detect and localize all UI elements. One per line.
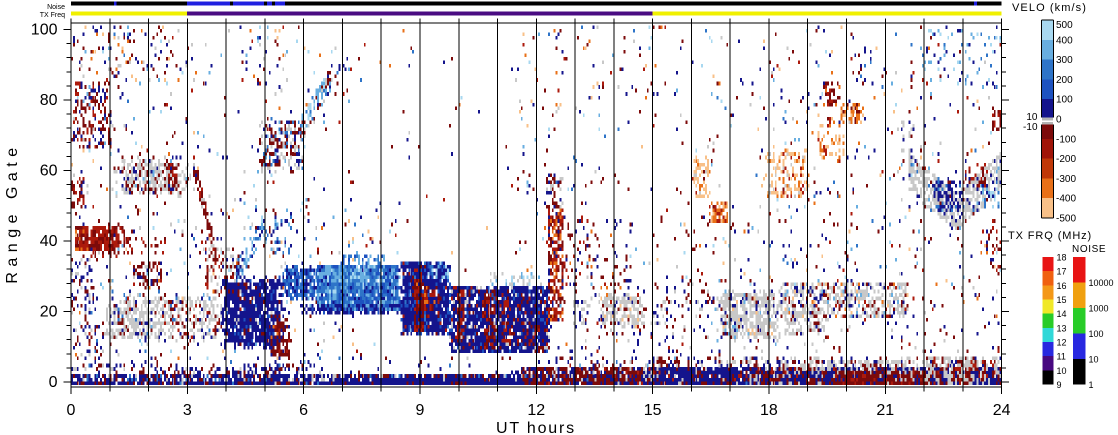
svg-text:1000: 1000 bbox=[1089, 304, 1109, 314]
svg-text:TX FRQ (MHz): TX FRQ (MHz) bbox=[1008, 230, 1092, 242]
svg-text:24: 24 bbox=[993, 402, 1011, 419]
svg-text:11: 11 bbox=[1057, 352, 1066, 362]
svg-text:Range Gate: Range Gate bbox=[4, 142, 21, 283]
svg-text:0: 0 bbox=[49, 374, 58, 391]
svg-text:16: 16 bbox=[1057, 281, 1067, 291]
svg-text:60: 60 bbox=[40, 163, 58, 180]
svg-text:-100: -100 bbox=[1056, 134, 1076, 145]
svg-text:100: 100 bbox=[1056, 95, 1073, 106]
svg-text:-200: -200 bbox=[1056, 154, 1076, 165]
svg-text:10000: 10000 bbox=[1089, 278, 1114, 288]
svg-text:-400: -400 bbox=[1056, 194, 1076, 205]
svg-text:21: 21 bbox=[876, 402, 894, 419]
svg-text:13: 13 bbox=[1057, 323, 1067, 333]
svg-text:10: 10 bbox=[1089, 355, 1099, 365]
svg-text:Noise: Noise bbox=[47, 4, 65, 11]
svg-text:400: 400 bbox=[1056, 35, 1073, 46]
svg-text:6: 6 bbox=[299, 402, 308, 419]
svg-text:10: 10 bbox=[1026, 112, 1038, 123]
svg-text:100: 100 bbox=[1089, 329, 1104, 339]
svg-text:3: 3 bbox=[183, 402, 192, 419]
svg-text:12: 12 bbox=[1057, 338, 1067, 348]
svg-text:15: 15 bbox=[1057, 295, 1067, 305]
svg-text:0: 0 bbox=[1056, 115, 1062, 126]
svg-text:15: 15 bbox=[644, 402, 662, 419]
svg-text:TX Freq: TX Freq bbox=[40, 12, 65, 19]
svg-text:18: 18 bbox=[1057, 253, 1067, 263]
svg-text:0: 0 bbox=[67, 402, 76, 419]
svg-text:9: 9 bbox=[416, 402, 425, 419]
svg-text:-300: -300 bbox=[1056, 174, 1076, 185]
svg-text:80: 80 bbox=[40, 92, 58, 109]
svg-text:300: 300 bbox=[1056, 55, 1073, 66]
svg-text:200: 200 bbox=[1056, 75, 1073, 86]
svg-text:17: 17 bbox=[1057, 267, 1067, 277]
svg-text:100: 100 bbox=[31, 22, 58, 39]
svg-text:UT hours: UT hours bbox=[496, 420, 576, 435]
svg-text:500: 500 bbox=[1056, 20, 1073, 31]
svg-text:10: 10 bbox=[1057, 366, 1067, 376]
svg-text:20: 20 bbox=[40, 304, 58, 321]
svg-text:-500: -500 bbox=[1056, 214, 1076, 225]
svg-text:12: 12 bbox=[527, 402, 545, 419]
svg-text:NOISE: NOISE bbox=[1072, 244, 1106, 255]
svg-text:18: 18 bbox=[760, 402, 778, 419]
svg-text:40: 40 bbox=[40, 233, 58, 250]
svg-text:VELO (km/s): VELO (km/s) bbox=[1012, 2, 1087, 14]
svg-text:-10: -10 bbox=[1023, 122, 1038, 133]
svg-text:9: 9 bbox=[1057, 380, 1062, 390]
svg-text:1: 1 bbox=[1089, 380, 1094, 390]
svg-text:14: 14 bbox=[1057, 309, 1067, 319]
